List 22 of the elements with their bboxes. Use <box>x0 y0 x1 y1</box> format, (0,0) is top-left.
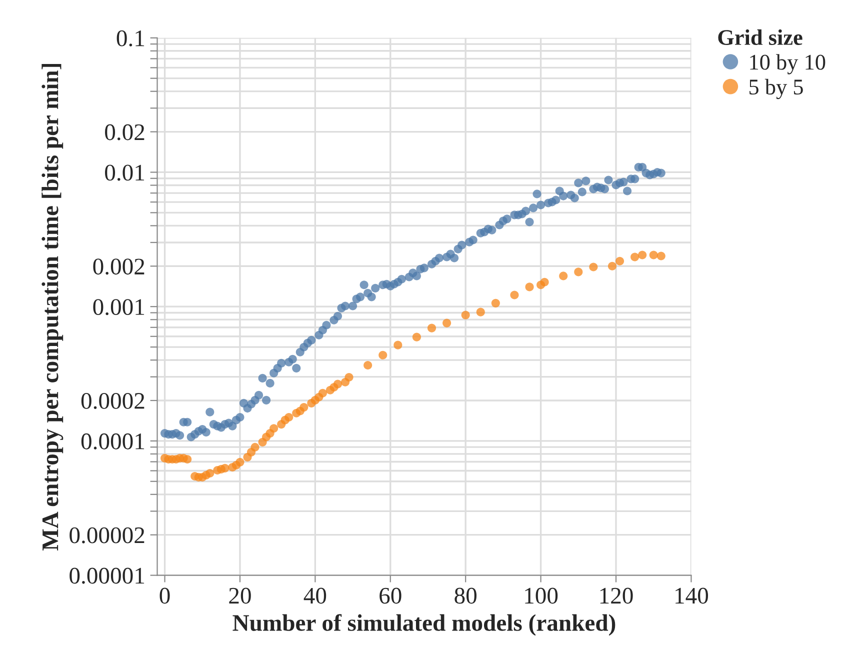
y-tick-label: 0.1 <box>116 30 144 46</box>
y-tick-label: 0.002 <box>93 258 144 275</box>
x-tick-label: 80 <box>454 588 476 604</box>
y-tick-label: 0.001 <box>93 299 144 316</box>
x-tick-label: 60 <box>380 588 402 604</box>
y-tick-label: 0.00002 <box>70 527 144 544</box>
x-tick-label: 0 <box>160 588 170 604</box>
legend-title: Grid size <box>718 29 802 46</box>
y-tick-label: 0.00001 <box>70 568 144 584</box>
y-tick-label: 0.0001 <box>81 433 144 450</box>
x-axis-title: Number of simulated models (ranked) <box>232 614 616 636</box>
x-tick-label: 20 <box>229 588 251 604</box>
x-tick-label: 120 <box>600 588 633 604</box>
y-tick-label: 0.0002 <box>81 392 144 410</box>
x-tick-label: 140 <box>676 588 708 604</box>
legend-label: 10 by 10 <box>750 54 826 74</box>
x-tick-label: 100 <box>525 588 558 604</box>
legend-label: 5 by 5 <box>750 78 803 100</box>
y-tick-label: 0.01 <box>105 164 144 181</box>
x-tick-label: 40 <box>304 588 326 604</box>
y-tick-label: 0.02 <box>105 124 144 140</box>
y-axis-title: MA entropy per computation time [bits per min] <box>42 64 64 550</box>
